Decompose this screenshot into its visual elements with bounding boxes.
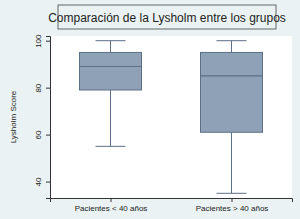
median: [201, 75, 263, 76]
plot-area: [50, 36, 292, 198]
box: [201, 41, 263, 194]
x-axis: Pacientes < 40 años Pacientes > 40 años: [51, 198, 293, 213]
lower-whisker: [110, 90, 111, 146]
x-tick-mark: [232, 198, 233, 202]
y-tick: 80: [34, 83, 50, 92]
x-tick-label: Pacientes < 40 años: [75, 204, 148, 213]
y-tick-mark: [46, 182, 50, 183]
lower-cap: [96, 146, 126, 147]
upper-whisker: [231, 41, 232, 53]
background: [0, 0, 300, 219]
y-tick-label: 40: [34, 177, 43, 186]
y-tick-mark: [46, 135, 50, 136]
y-tick: 40: [34, 177, 50, 186]
x-tick: Pacientes > 40 años: [196, 198, 269, 213]
y-tick-label: 100: [34, 34, 43, 48]
x-tick-label: Pacientes > 40 años: [196, 204, 269, 213]
y-tick-label: 80: [34, 83, 43, 92]
lower-whisker: [231, 132, 232, 193]
x-axis-line: [51, 199, 293, 203]
box: [80, 41, 142, 147]
y-axis-title: Lysholm Score: [9, 90, 18, 143]
y-tick-mark: [46, 41, 50, 42]
box-body: [201, 52, 263, 132]
y-tick: 100: [34, 34, 50, 48]
title: Comparación de la Lysholm entre los grup…: [48, 11, 286, 25]
y-axis: 40 60 80 100: [34, 34, 51, 199]
upper-cap: [96, 40, 126, 41]
chart-container: Comparación de la Lysholm entre los grup…: [0, 0, 300, 219]
lower-cap: [217, 193, 247, 194]
upper-cap: [217, 40, 247, 41]
chart: Comparación de la Lysholm entre los grup…: [0, 0, 300, 219]
median: [80, 66, 142, 67]
y-tick-mark: [46, 88, 50, 89]
y-axis-line: [46, 37, 51, 199]
y-tick: 60: [34, 130, 50, 139]
box-body: [80, 52, 142, 90]
y-tick-label: 60: [34, 130, 43, 139]
x-tick: Pacientes < 40 años: [75, 198, 148, 213]
marks: [80, 41, 263, 194]
x-tick-mark: [111, 198, 112, 202]
upper-whisker: [110, 41, 111, 53]
